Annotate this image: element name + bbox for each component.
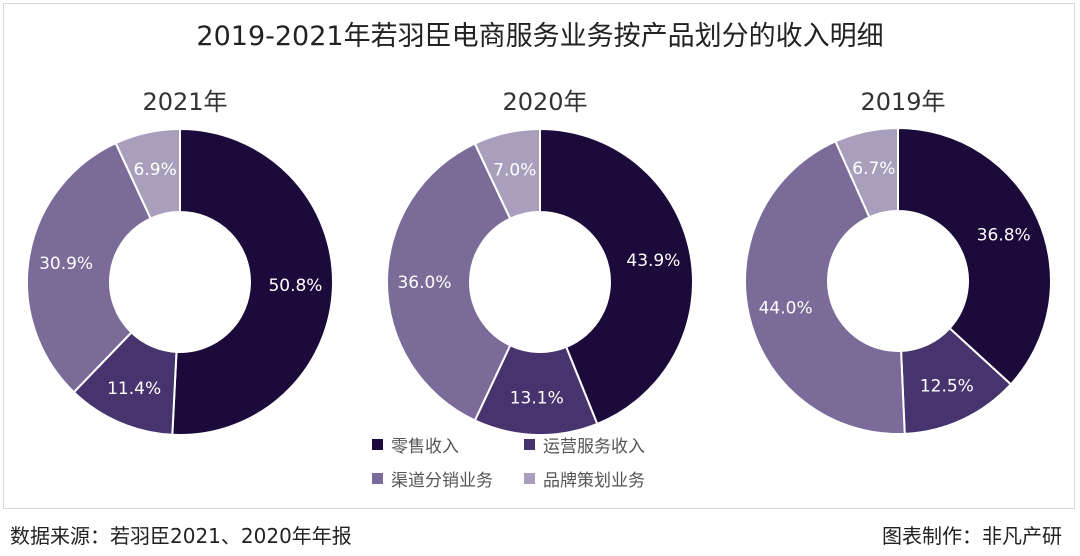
- legend-label: 渠道分销业务: [391, 471, 493, 491]
- donut-segment: [385, 142, 512, 422]
- data-label: 13.1%: [510, 388, 564, 408]
- data-label: 6.7%: [852, 159, 895, 179]
- data-label: 7.0%: [493, 160, 536, 180]
- legend-label: 零售收入: [391, 437, 459, 457]
- data-source: 数据来源：若羽臣2021、2020年年报: [10, 524, 352, 548]
- legend-swatch: [372, 439, 383, 450]
- donut-title: 2020年: [502, 88, 587, 116]
- legend-swatch: [524, 439, 535, 450]
- donut-segment: [834, 126, 899, 219]
- chart-credit: 图表制作：非凡产研: [882, 524, 1062, 548]
- donut-segment: [539, 127, 694, 426]
- data-label: 11.4%: [107, 379, 161, 399]
- data-label: 50.8%: [268, 276, 322, 296]
- data-label: 43.9%: [626, 251, 680, 271]
- data-label: 44.0%: [759, 299, 813, 319]
- legend-swatch: [524, 473, 535, 484]
- legend-item-retail: 零售收入: [372, 432, 459, 457]
- donut-segment: [114, 127, 181, 220]
- donut-segment: [171, 127, 334, 436]
- legend-label: 品牌策划业务: [543, 471, 645, 491]
- donut-segment: [897, 126, 1052, 386]
- data-label: 36.0%: [397, 273, 451, 293]
- donut-title: 2019年: [860, 88, 945, 116]
- legend-label: 运营服务收入: [543, 437, 645, 457]
- donut-segment: [744, 140, 906, 435]
- donut-segment: [26, 141, 152, 394]
- data-label: 6.9%: [134, 160, 177, 180]
- legend-swatch: [372, 473, 383, 484]
- legend-item-brand: 品牌策划业务: [524, 466, 645, 491]
- legend-item-ops: 运营服务收入: [524, 432, 645, 457]
- chart-frame: [3, 3, 1075, 509]
- donut-segment: [473, 127, 541, 220]
- donut-title: 2021年: [142, 88, 227, 116]
- data-label: 30.9%: [39, 254, 93, 274]
- chart-title: 2019-2021年若羽臣电商服务业务按产品划分的收入明细: [196, 21, 884, 52]
- data-label: 36.8%: [977, 225, 1031, 245]
- data-label: 12.5%: [920, 377, 974, 397]
- legend-item-channel: 渠道分销业务: [372, 466, 493, 491]
